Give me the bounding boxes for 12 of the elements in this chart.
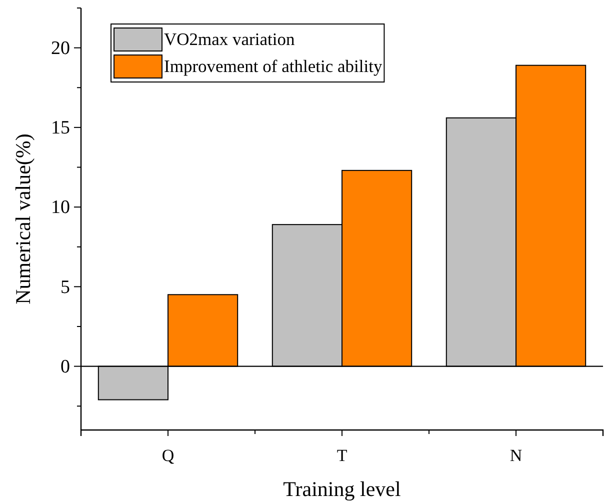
x-tick-label: N — [510, 446, 522, 466]
legend-label: Improvement of athletic ability — [164, 56, 382, 76]
y-tick-label: 20 — [51, 38, 70, 59]
x-axis-title: Training level — [283, 477, 401, 501]
x-tick-label: T — [336, 446, 348, 466]
y-axis-title: Numerical value(%) — [11, 134, 35, 304]
legend-label: VO2max variation — [164, 29, 295, 49]
y-tick-label: 5 — [60, 276, 70, 298]
y-tick-label: 0 — [60, 356, 70, 378]
x-tick-label: Q — [162, 446, 174, 466]
y-tick-label: 10 — [51, 197, 70, 218]
y-tick-label: 15 — [51, 118, 70, 139]
